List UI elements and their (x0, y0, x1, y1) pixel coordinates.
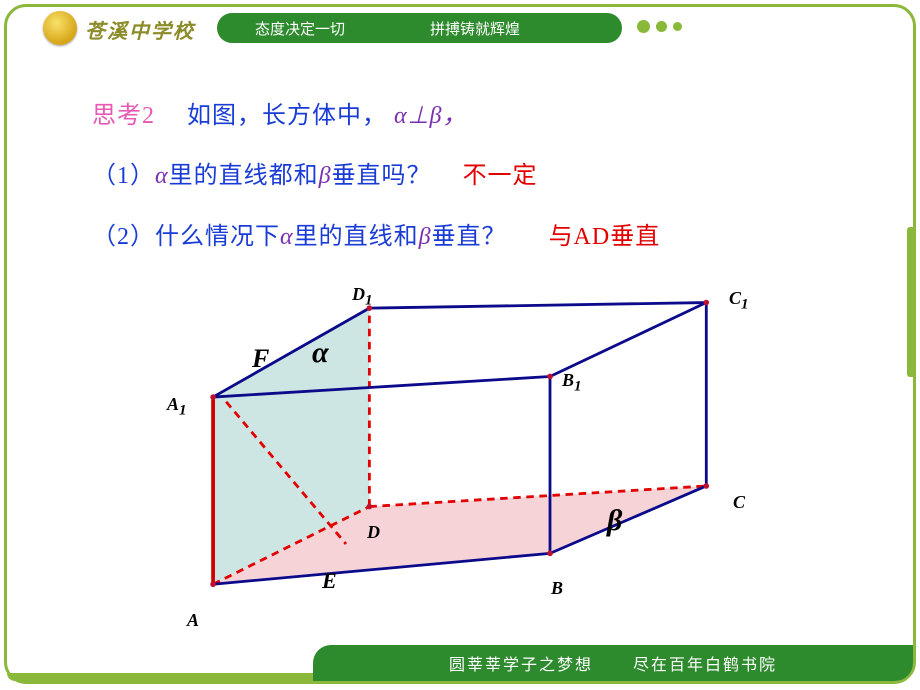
label-D: D (367, 522, 380, 543)
label-E: E (322, 568, 337, 594)
q1-prefix: （1） (92, 163, 155, 189)
q2-answer: 与AD垂直 (549, 224, 661, 250)
decorative-dots-icon (637, 21, 682, 33)
cuboid-diagram: A B C D A1 B1 C1 D1 E F α β (157, 252, 797, 617)
right-accent-bar (907, 227, 913, 377)
school-name: 苍溪中学校 (85, 15, 195, 44)
cuboid-svg (157, 252, 797, 617)
question-2: （2）什么情况下α里的直线和β垂直？ 与AD垂直 (92, 218, 883, 256)
footer-lime-bar (7, 673, 347, 681)
q1-beta: β (319, 163, 332, 189)
school-logo-icon (43, 11, 77, 45)
slogan-1: 态度决定一切 (255, 18, 345, 39)
q2-suffix: 垂直？ (432, 224, 507, 250)
label-A1: A1 (167, 394, 187, 420)
q1-mid: 里的直线都和 (169, 163, 319, 189)
content-area: 思考2 如图，长方体中， α⊥β， （1）α里的直线都和β垂直吗？ 不一定 （2… (37, 67, 883, 631)
header-slogan-bar: 态度决定一切 拼搏铸就辉煌 (217, 13, 622, 43)
label-F: F (252, 344, 269, 374)
q2-mid: 里的直线和 (294, 224, 419, 250)
label-C: C (733, 492, 745, 513)
label-B: B (551, 578, 563, 599)
q1-suffix: 垂直吗？ (332, 163, 432, 189)
label-beta: β (607, 504, 622, 538)
q2-beta: β (419, 224, 432, 250)
label-A: A (187, 610, 199, 631)
question-1: （1）α里的直线都和β垂直吗？ 不一定 (92, 157, 883, 195)
slogan-2: 拼搏铸就辉煌 (430, 18, 520, 39)
label-C1: C1 (729, 288, 749, 314)
header: 苍溪中学校 态度决定一切 拼搏铸就辉煌 (7, 7, 913, 47)
q2-prefix: （2）什么情况下 (92, 224, 280, 250)
footer: 圆莘莘学子之梦想 尽在百年白鹤书院 (7, 641, 913, 681)
label-B1: B1 (562, 370, 582, 396)
think-body: 如图，长方体中， (162, 103, 387, 129)
think-perp: α⊥β， (394, 103, 467, 129)
q1-answer: 不一定 (463, 163, 538, 189)
q1-alpha: α (155, 163, 169, 189)
label-D1: D1 (352, 284, 373, 310)
motto-2: 尽在百年白鹤书院 (633, 651, 777, 675)
motto-1: 圆莘莘学子之梦想 (449, 651, 593, 675)
think-line: 思考2 如图，长方体中， α⊥β， (92, 97, 883, 135)
think-label: 思考2 (92, 103, 155, 129)
slide-frame: 苍溪中学校 态度决定一切 拼搏铸就辉煌 思考2 如图，长方体中， α⊥β， （1… (4, 4, 916, 684)
label-alpha: α (312, 336, 329, 370)
footer-motto-bar: 圆莘莘学子之梦想 尽在百年白鹤书院 (313, 645, 913, 681)
q2-alpha: α (280, 224, 294, 250)
